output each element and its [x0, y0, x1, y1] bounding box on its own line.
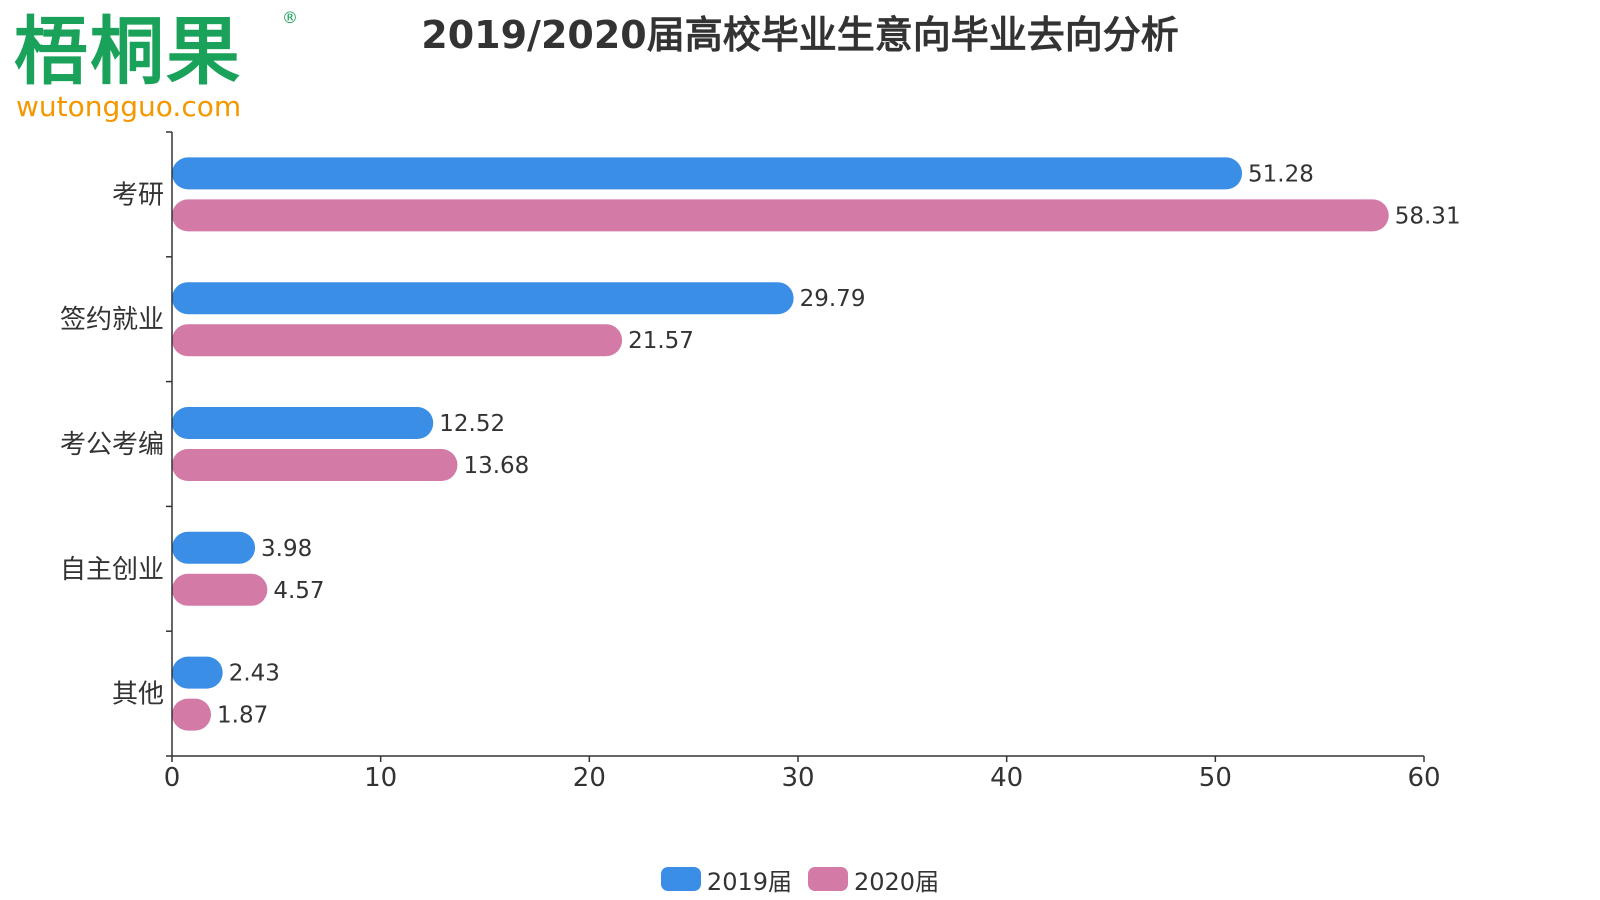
legend-item-2019[interactable]: 2019届	[660, 862, 792, 897]
y-tick-label: 考研	[112, 180, 164, 210]
data-label: 1.87	[217, 703, 268, 729]
data-label: 58.31	[1395, 203, 1461, 229]
bar-2020-0	[172, 199, 1389, 232]
bar-2019-0	[172, 157, 1243, 190]
logo-text: 梧桐果	[14, 9, 242, 95]
x-tick-label: 20	[573, 763, 606, 793]
y-tick-label: 其他	[112, 680, 164, 710]
registered-mark: ®	[282, 8, 298, 27]
x-tick-label: 50	[1199, 763, 1232, 793]
data-label: 3.98	[261, 536, 312, 562]
chart-legend: 2019届 2020届	[0, 862, 1600, 896]
legend-swatch-2019	[660, 867, 701, 891]
chart-title: 2019/2020届高校毕业生意向毕业去向分析	[421, 13, 1179, 57]
data-label: 12.52	[439, 411, 505, 437]
x-tick-label: 0	[164, 763, 181, 793]
data-label: 13.68	[463, 453, 529, 479]
x-tick-label: 30	[781, 763, 814, 793]
x-tick-label: 60	[1407, 763, 1440, 793]
bar-2019-2	[172, 407, 434, 439]
bar-2019-1	[172, 282, 794, 315]
legend-item-2020[interactable]: 2020届	[808, 862, 939, 897]
legend-swatch-2020	[808, 867, 848, 891]
data-label: 4.57	[273, 578, 324, 604]
x-tick-label: 40	[990, 763, 1023, 793]
bar-2019-4	[172, 656, 223, 689]
data-label: 51.28	[1248, 161, 1314, 187]
y-tick-label: 考公考编	[60, 430, 164, 460]
bar-2020-4	[172, 698, 212, 731]
bar-2020-2	[172, 449, 458, 481]
logo: 梧桐果 ® wutongguo.com	[14, 6, 314, 126]
y-tick-label: 自主创业	[60, 555, 164, 585]
bar-2020-1	[172, 324, 623, 357]
bar-2019-3	[172, 531, 256, 564]
bar-2020-3	[172, 573, 268, 606]
legend-label-2020: 2020届	[854, 867, 940, 896]
bar-chart: 51.28 58.31 考研 29.79 21.57 签约就业 12.52 13.68 考公考编…	[60, 131, 1461, 793]
logo-url: wutongguo.com	[16, 90, 242, 123]
data-label: 2.43	[229, 661, 280, 687]
data-label: 21.57	[628, 328, 694, 354]
x-tick-label: 10	[364, 763, 397, 793]
legend-label-2019: 2019届	[706, 867, 792, 896]
y-tick-label: 签约就业	[60, 305, 164, 335]
data-label: 29.79	[800, 286, 866, 312]
